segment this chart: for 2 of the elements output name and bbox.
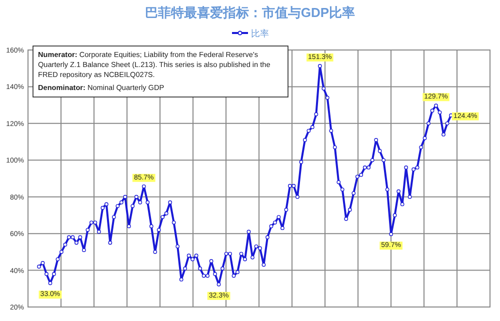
chart-title: 巴菲特最喜爱指标：市值与GDP比率 xyxy=(144,5,356,20)
legend-label: 比率 xyxy=(251,28,269,38)
